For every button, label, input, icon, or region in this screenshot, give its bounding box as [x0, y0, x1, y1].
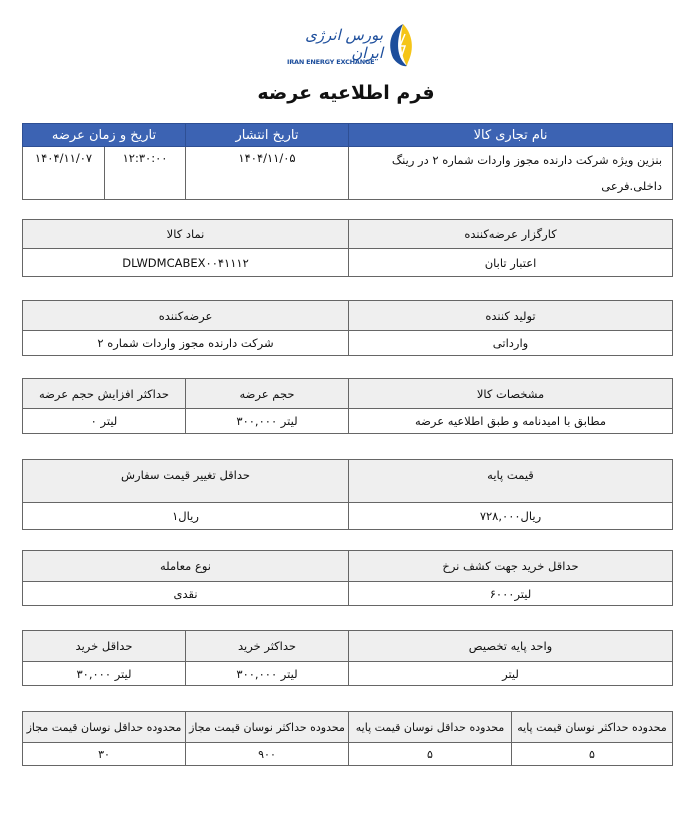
trade-type: نقدی	[22, 581, 349, 606]
header-min-purchase-discovery: حداقل خرید جهت کشف نرخ	[348, 550, 673, 582]
header-supplier: عرضه‌کننده	[22, 300, 349, 331]
header-min-base-fluctuation: محدوده حداقل نوسان قیمت پایه	[348, 711, 512, 743]
header-min-allowed-fluctuation: محدوده حداقل نوسان قیمت مجاز	[22, 711, 186, 743]
commodity-name: بنزین ویژه شرکت دارنده مجوز واردات شماره…	[348, 146, 674, 200]
max-base-fluctuation: ۵	[511, 742, 673, 766]
supplier: شرکت دارنده مجوز واردات شماره ۲	[22, 330, 349, 356]
header-max-allowed-fluctuation: محدوده حداکثر نوسان قیمت مجاز	[185, 711, 349, 743]
header-commodity-name: نام تجاری کالا	[348, 123, 674, 147]
producer: وارداتی	[348, 330, 673, 356]
header-min-purchase: حداقل خرید	[22, 630, 186, 662]
min-purchase-discovery: لیتر۶۰۰۰	[348, 581, 673, 606]
publish-date: ۱۴۰۴/۱۱/۰۵	[185, 146, 350, 200]
min-purchase: لیتر ۳۰,۰۰۰	[22, 661, 186, 686]
allocation-unit: لیتر	[348, 661, 673, 686]
commodity-table: نام تجاری کالا تاریخ انتشار تاریخ و زمان…	[21, 123, 674, 200]
logo-emblem-icon	[390, 24, 412, 67]
header-publish-date: تاریخ انتشار	[185, 123, 350, 147]
header-specs: مشخصات کالا	[348, 378, 673, 409]
allocation-table: واحد پایه تخصیص حداکثر خرید حداقل خرید لیت…	[22, 630, 673, 686]
broker-table: کارگزار عرضه‌کننده نماد کالا اعتبار تابان…	[22, 219, 673, 277]
header-max-purchase: حداکثر خرید	[185, 630, 349, 662]
header-producer: تولید کننده	[348, 300, 673, 331]
header-min-price-change: حداقل تغییر قیمت سفارش	[22, 459, 349, 503]
producer-table: تولید کننده عرضه‌کننده وارداتی شرکت دارنده…	[22, 300, 673, 356]
specs-table: مشخصات کالا حجم عرضه حداکثر افزایش حجم عرض…	[22, 378, 673, 434]
trade-type-table: حداقل خرید جهت کشف نرخ نوع معامله لیتر۶۰۰…	[22, 550, 673, 606]
max-purchase: لیتر ۳۰۰,۰۰۰	[185, 661, 349, 686]
header-offer-datetime: تاریخ و زمان عرضه	[21, 123, 187, 147]
header-max-base-fluctuation: محدوده حداکثر نوسان قیمت پایه	[511, 711, 673, 743]
logo-text-en: IRAN ENERGY EXCHANGE	[287, 58, 375, 66]
header-base-price: قیمت پایه	[348, 459, 673, 503]
header-max-increase: حداکثر افزایش حجم عرضه	[22, 378, 186, 409]
fluctuation-table: محدوده حداکثر نوسان قیمت پایه محدوده حدا…	[22, 711, 673, 766]
header-symbol: نماد کالا	[22, 219, 349, 249]
page-title: فرم اطلاعیه عرضه	[257, 82, 435, 104]
logo-text-fa: بورس انرژی ایران	[305, 26, 383, 62]
specs: مطابق با امیدنامه و طبق اطلاعیه عرضه	[348, 408, 673, 434]
max-increase: لیتر ۰	[22, 408, 186, 434]
base-price: ریال۷۲۸,۰۰۰	[348, 502, 673, 530]
min-allowed-fluctuation: ۳۰	[22, 742, 186, 766]
max-allowed-fluctuation: ۹۰۰	[185, 742, 349, 766]
header-broker: کارگزار عرضه‌کننده	[348, 219, 673, 249]
symbol: DLWDMCABEX۰۰۴۱۱۱۲	[22, 248, 349, 277]
broker: اعتبار تابان	[348, 248, 673, 277]
price-table: قیمت پایه حداقل تغییر قیمت سفارش ریال۷۲۸,…	[22, 459, 673, 530]
logo: بورس انرژی ایران IRAN ENERGY EXCHANGE	[285, 22, 415, 74]
offer-date: ۱۴۰۴/۱۱/۰۷	[21, 146, 106, 200]
offer-time: ۱۲:۳۰:۰۰	[104, 146, 187, 200]
header-trade-type: نوع معامله	[22, 550, 349, 582]
min-base-fluctuation: ۵	[348, 742, 512, 766]
min-price-change: ریال۱	[22, 502, 349, 530]
header-allocation-unit: واحد پایه تخصیص	[348, 630, 673, 662]
header-volume: حجم عرضه	[185, 378, 349, 409]
volume: لیتر ۳۰۰,۰۰۰	[185, 408, 349, 434]
